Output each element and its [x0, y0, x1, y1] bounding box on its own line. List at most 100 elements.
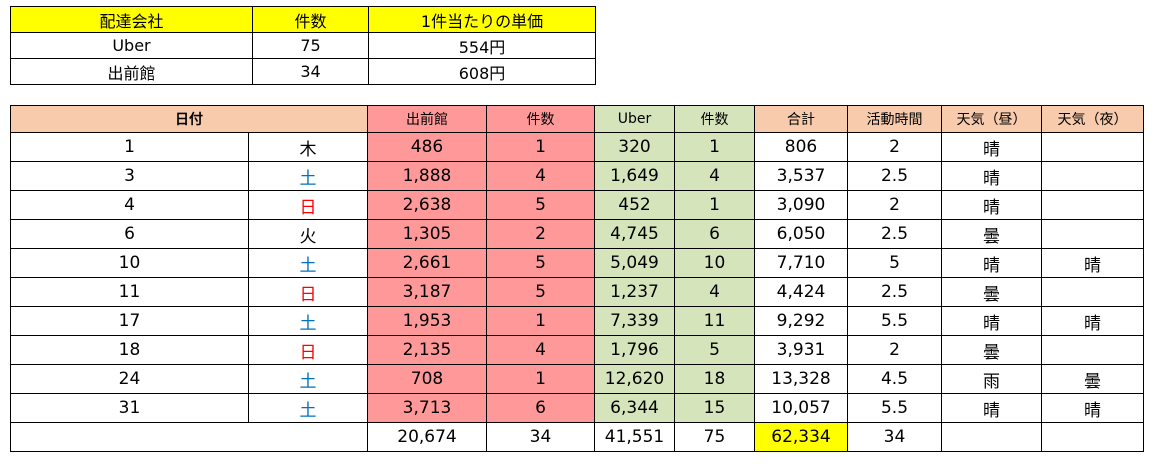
- cell-hours[interactable]: 2.5: [847, 277, 942, 307]
- summary-cell[interactable]: 出前館: [10, 58, 253, 85]
- cell-weather-day[interactable]: 曇: [941, 219, 1042, 249]
- cell-uber-count[interactable]: 1: [674, 132, 755, 162]
- cell-weather-day[interactable]: 晴: [941, 132, 1042, 162]
- cell-weather-day[interactable]: 晴: [941, 306, 1042, 336]
- cell-weather-night[interactable]: [1041, 335, 1144, 365]
- total-uber-count[interactable]: 75: [674, 422, 755, 452]
- cell-total[interactable]: 6,050: [754, 219, 848, 249]
- summary-cell[interactable]: 608円: [368, 58, 596, 85]
- cell-hours[interactable]: 2.5: [847, 219, 942, 249]
- cell-hours[interactable]: 5.5: [847, 393, 942, 423]
- cell-weather-night[interactable]: [1041, 132, 1144, 162]
- grand-total[interactable]: 62,334: [754, 422, 848, 452]
- cell-weekday[interactable]: 日: [248, 190, 368, 220]
- cell-day[interactable]: 1: [10, 132, 249, 162]
- cell-demaekan-count[interactable]: 2: [486, 219, 595, 249]
- cell-uber[interactable]: 1,649: [594, 161, 675, 191]
- cell-day[interactable]: 18: [10, 335, 249, 365]
- cell-total[interactable]: 806: [754, 132, 848, 162]
- cell-demaekan-count[interactable]: 4: [486, 161, 595, 191]
- cell-weekday[interactable]: 火: [248, 219, 368, 249]
- cell-uber-count[interactable]: 1: [674, 190, 755, 220]
- cell-day[interactable]: 11: [10, 277, 249, 307]
- cell-uber-count[interactable]: 11: [674, 306, 755, 336]
- cell-demaekan[interactable]: 708: [367, 364, 487, 394]
- summary-cell[interactable]: 554円: [368, 32, 596, 59]
- cell-uber[interactable]: 7,339: [594, 306, 675, 336]
- header-hours[interactable]: 活動時間: [847, 105, 942, 133]
- cell-weather-day[interactable]: 晴: [941, 393, 1042, 423]
- summary-cell[interactable]: Uber: [10, 32, 253, 59]
- cell-weather-night[interactable]: 曇: [1041, 364, 1144, 394]
- cell-demaekan[interactable]: 3,187: [367, 277, 487, 307]
- cell-day[interactable]: 6: [10, 219, 249, 249]
- cell-total[interactable]: 13,328: [754, 364, 848, 394]
- total-blank-weather-day[interactable]: [941, 422, 1042, 452]
- header-uber-count[interactable]: 件数: [674, 105, 755, 133]
- cell-demaekan[interactable]: 3,713: [367, 393, 487, 423]
- cell-hours[interactable]: 2: [847, 132, 942, 162]
- cell-demaekan[interactable]: 2,135: [367, 335, 487, 365]
- cell-weather-night[interactable]: [1041, 161, 1144, 191]
- total-demaekan[interactable]: 20,674: [367, 422, 487, 452]
- header-demaekan[interactable]: 出前館: [367, 105, 487, 133]
- header-weather-day[interactable]: 天気（昼）: [941, 105, 1042, 133]
- cell-demaekan-count[interactable]: 1: [486, 132, 595, 162]
- cell-day[interactable]: 17: [10, 306, 249, 336]
- cell-uber-count[interactable]: 4: [674, 161, 755, 191]
- summary-cell[interactable]: 75: [252, 32, 369, 59]
- cell-demaekan[interactable]: 2,661: [367, 248, 487, 278]
- cell-weekday[interactable]: 木: [248, 132, 368, 162]
- cell-uber-count[interactable]: 18: [674, 364, 755, 394]
- cell-demaekan-count[interactable]: 1: [486, 306, 595, 336]
- cell-demaekan[interactable]: 1,953: [367, 306, 487, 336]
- summary-header-company[interactable]: 配達会社: [10, 6, 253, 33]
- cell-uber[interactable]: 12,620: [594, 364, 675, 394]
- cell-weather-night[interactable]: 晴: [1041, 393, 1144, 423]
- cell-weekday[interactable]: 土: [248, 364, 368, 394]
- summary-cell[interactable]: 34: [252, 58, 369, 85]
- cell-weather-day[interactable]: 曇: [941, 335, 1042, 365]
- cell-total[interactable]: 10,057: [754, 393, 848, 423]
- cell-uber[interactable]: 5,049: [594, 248, 675, 278]
- cell-uber[interactable]: 1,237: [594, 277, 675, 307]
- cell-weather-night[interactable]: 晴: [1041, 306, 1144, 336]
- cell-weather-day[interactable]: 晴: [941, 190, 1042, 220]
- cell-demaekan[interactable]: 2,638: [367, 190, 487, 220]
- cell-demaekan[interactable]: 486: [367, 132, 487, 162]
- cell-demaekan-count[interactable]: 1: [486, 364, 595, 394]
- cell-weekday[interactable]: 日: [248, 277, 368, 307]
- cell-weekday[interactable]: 土: [248, 248, 368, 278]
- cell-total[interactable]: 3,537: [754, 161, 848, 191]
- cell-uber-count[interactable]: 15: [674, 393, 755, 423]
- cell-demaekan-count[interactable]: 5: [486, 277, 595, 307]
- cell-uber[interactable]: 4,745: [594, 219, 675, 249]
- total-uber[interactable]: 41,551: [594, 422, 675, 452]
- header-total[interactable]: 合計: [754, 105, 848, 133]
- cell-weekday[interactable]: 土: [248, 393, 368, 423]
- header-demaekan-count[interactable]: 件数: [486, 105, 595, 133]
- cell-weather-day[interactable]: 雨: [941, 364, 1042, 394]
- cell-uber-count[interactable]: 5: [674, 335, 755, 365]
- cell-weekday[interactable]: 土: [248, 161, 368, 191]
- cell-hours[interactable]: 5.5: [847, 306, 942, 336]
- cell-total[interactable]: 7,710: [754, 248, 848, 278]
- cell-day[interactable]: 3: [10, 161, 249, 191]
- cell-demaekan[interactable]: 1,305: [367, 219, 487, 249]
- cell-weather-night[interactable]: [1041, 219, 1144, 249]
- cell-weather-night[interactable]: [1041, 190, 1144, 220]
- cell-weather-day[interactable]: 晴: [941, 248, 1042, 278]
- header-uber[interactable]: Uber: [594, 105, 675, 133]
- cell-weather-night[interactable]: [1041, 277, 1144, 307]
- cell-weather-night[interactable]: 晴: [1041, 248, 1144, 278]
- summary-header-unit-price[interactable]: 1件当たりの単価: [368, 6, 596, 33]
- cell-uber[interactable]: 320: [594, 132, 675, 162]
- cell-demaekan[interactable]: 1,888: [367, 161, 487, 191]
- cell-uber-count[interactable]: 4: [674, 277, 755, 307]
- cell-weekday[interactable]: 日: [248, 335, 368, 365]
- header-weather-night[interactable]: 天気（夜）: [1041, 105, 1144, 133]
- cell-total[interactable]: 9,292: [754, 306, 848, 336]
- cell-uber[interactable]: 452: [594, 190, 675, 220]
- cell-demaekan-count[interactable]: 5: [486, 190, 595, 220]
- cell-weather-day[interactable]: 曇: [941, 277, 1042, 307]
